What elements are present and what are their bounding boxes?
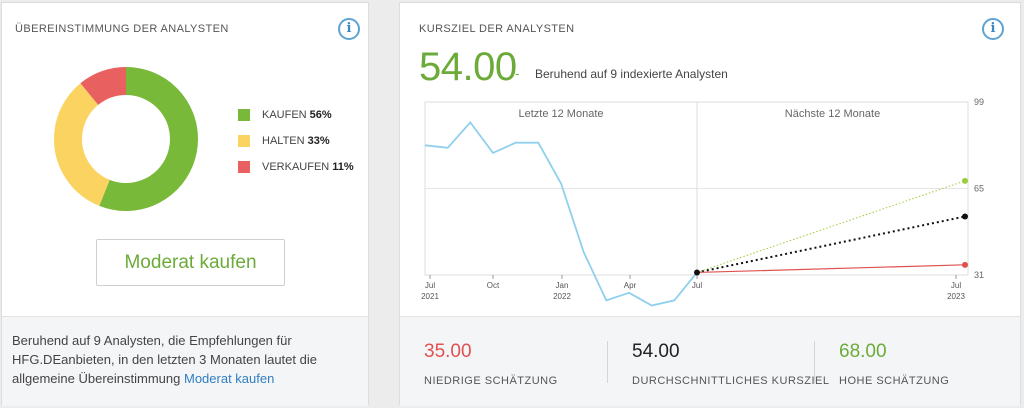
x-tick-year: 2023	[947, 292, 965, 301]
projection-low	[696, 264, 966, 274]
y-tick-label: 99	[974, 97, 984, 107]
legend-sell: VERKAUFEN 11%	[238, 161, 354, 173]
x-tick-year: 2021	[421, 292, 439, 301]
legend-label-sell: VERKAUFEN	[262, 161, 330, 173]
current-price-point	[694, 269, 700, 276]
legend-swatch-hold	[238, 135, 250, 147]
consensus-donut	[54, 67, 198, 211]
estimates-footer: 35.00 NIEDRIGE SCHÄTZUNG 54.00 DURCHSCHN…	[400, 316, 1020, 406]
x-tick-label: Jan	[556, 281, 569, 290]
y-tick-label: 65	[974, 184, 984, 194]
legend-label-hold: HALTEN	[262, 135, 305, 147]
section-label: Letzte 12 Monate	[518, 108, 603, 120]
consensus-footer: Beruhend auf 9 Analysten, die Empfehlung…	[2, 316, 368, 406]
projection-point-low	[962, 261, 968, 268]
legend-swatch-sell	[238, 161, 250, 173]
low-estimate: 35.00 NIEDRIGE SCHÄTZUNG	[424, 341, 558, 387]
x-tick-year: 2022	[553, 292, 571, 301]
consensus-footer-link[interactable]: Moderat kaufen	[183, 371, 275, 386]
low-estimate-label: NIEDRIGE SCHÄTZUNG	[424, 375, 558, 387]
legend-buy: KAUFEN 56%	[238, 109, 332, 121]
donut-slice-sell	[54, 67, 198, 211]
projection-average	[696, 215, 966, 274]
price-target-chart: Letzte 12 Monate Nächste 12 Monate 99 65 31 J…	[421, 97, 984, 307]
x-tick-label: Jul	[951, 281, 961, 290]
projection-point-average	[962, 213, 968, 220]
projection-point-high	[962, 177, 968, 184]
consensus-title: ÜBEREINSTIMMUNG DER ANALYSTEN	[15, 23, 229, 35]
legend-hold: HALTEN 33%	[238, 135, 330, 147]
average-estimate-value: 54.00	[632, 341, 680, 362]
high-estimate: 68.00 HOHE SCHÄTZUNG	[839, 341, 949, 387]
low-estimate-value: 35.00	[424, 341, 472, 362]
legend-swatch-buy	[238, 109, 250, 121]
price-target-title: KURSZIEL DER ANALYSTEN	[419, 23, 575, 35]
info-icon[interactable]: i	[338, 18, 360, 40]
legend-percent-hold: 33%	[307, 135, 330, 147]
projection-high	[696, 180, 966, 273]
average-price-target: 54.00	[419, 45, 517, 89]
price-separator: -	[515, 65, 520, 81]
x-tick-label: Jul	[692, 281, 702, 290]
y-tick-label: 31	[974, 270, 984, 280]
consensus-card: ÜBEREINSTIMMUNG DER ANALYSTEN i KAUFEN 5…	[1, 2, 369, 406]
legend-percent-buy: 56%	[309, 109, 332, 121]
legend-percent-sell: 11%	[332, 161, 354, 173]
divider	[814, 341, 815, 383]
average-estimate-label: DURCHSCHNITTLICHES KURSZIEL	[632, 375, 830, 387]
legend-label-buy: KAUFEN	[262, 109, 307, 121]
divider	[607, 341, 608, 383]
consensus-footer-text: Beruhend auf 9 Analysten, die Empfehlung…	[12, 333, 317, 386]
donut-slice-hold	[54, 67, 198, 211]
price-note: Beruhend auf 9 indexierte Analysten	[535, 67, 728, 81]
price-target-card: KURSZIEL DER ANALYSTEN i 54.00 - Beruhen…	[399, 2, 1021, 406]
x-tick-label: Apr	[624, 281, 637, 290]
info-icon[interactable]: i	[982, 18, 1004, 40]
section-label: Nächste 12 Monate	[785, 108, 880, 120]
x-tick-label: Jul	[425, 281, 435, 290]
average-estimate: 54.00 DURCHSCHNITTLICHES KURSZIEL	[632, 341, 829, 387]
history-line	[424, 120, 698, 307]
rating-button[interactable]: Moderat kaufen	[96, 239, 285, 286]
high-estimate-label: HOHE SCHÄTZUNG	[839, 375, 950, 387]
x-tick-label: Oct	[487, 281, 500, 290]
high-estimate-value: 68.00	[839, 341, 887, 362]
